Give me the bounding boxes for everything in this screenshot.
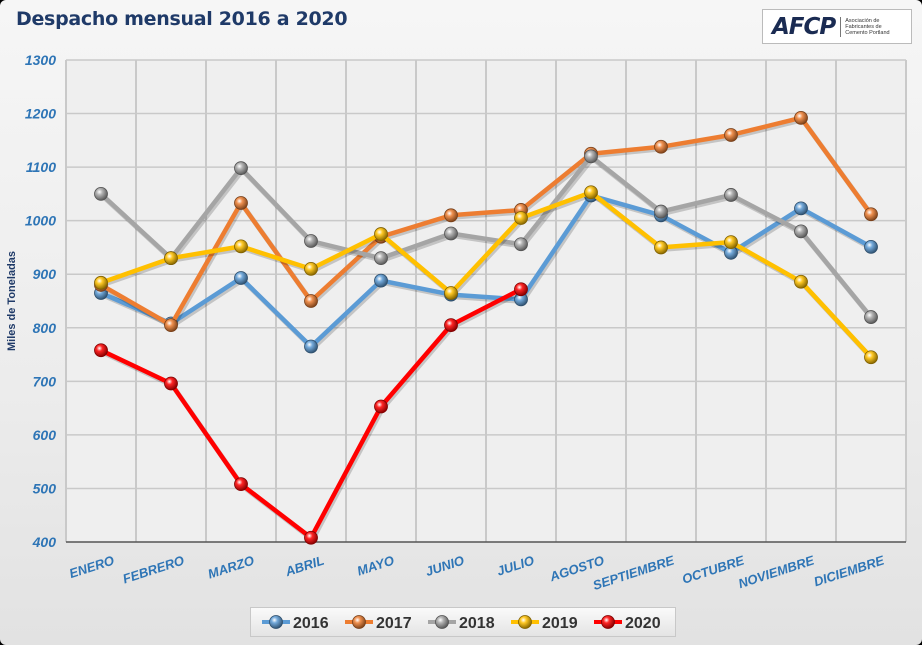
data-point <box>234 239 248 254</box>
legend-label: 2019 <box>542 615 578 632</box>
x-tick-label: MAYO <box>355 553 396 579</box>
data-point <box>304 530 318 545</box>
y-tick-label: 1200 <box>25 106 56 122</box>
data-point <box>724 188 738 202</box>
y-tick-label: 400 <box>32 534 57 550</box>
y-tick-label: 700 <box>33 373 57 389</box>
data-point <box>794 274 808 289</box>
data-point <box>234 477 248 492</box>
series-line <box>100 193 873 349</box>
x-tick-label: SEPTIEMBRE <box>591 552 676 592</box>
data-point <box>94 275 108 290</box>
legend-marker <box>352 615 366 629</box>
data-point <box>584 185 598 200</box>
data-point <box>374 227 388 241</box>
data-point <box>514 282 528 297</box>
series-2020 <box>94 282 528 545</box>
data-point <box>234 161 248 176</box>
y-tick-label: 1300 <box>25 52 56 68</box>
data-point <box>654 240 668 255</box>
y-tick-label: 1000 <box>25 213 56 229</box>
x-tick-label: DICIEMBRE <box>812 552 886 589</box>
x-tick-label: MARZO <box>206 553 256 582</box>
x-tick-label: NOVIEMBRE <box>736 552 816 591</box>
legend-marker <box>269 615 283 629</box>
data-point <box>164 376 178 391</box>
data-point <box>864 240 878 254</box>
logo-text: Asociación de Fabricantes de Cemento Por… <box>845 17 890 36</box>
data-point <box>164 251 178 266</box>
y-tick-label: 900 <box>33 266 57 282</box>
x-tick-label: JULIO <box>495 553 536 579</box>
data-point <box>724 235 738 249</box>
legend-label: 2018 <box>459 615 495 632</box>
data-point <box>94 186 108 201</box>
data-point <box>374 251 388 266</box>
data-point <box>864 207 878 222</box>
data-point <box>724 128 738 142</box>
chart-title: Despacho mensual 2016 a 2020 <box>16 8 348 30</box>
data-point <box>444 318 458 333</box>
data-point <box>444 208 458 223</box>
x-tick-label: JUNIO <box>424 553 466 580</box>
data-point <box>374 399 388 414</box>
data-point <box>514 211 528 225</box>
data-point <box>444 286 458 300</box>
legend-marker <box>518 615 532 629</box>
legend-label: 2020 <box>625 615 661 632</box>
data-point <box>374 273 388 288</box>
legend-marker <box>435 615 449 629</box>
series-2019 <box>94 185 878 365</box>
legend-label: 2017 <box>376 615 412 632</box>
y-tick-label: 600 <box>33 427 57 443</box>
x-tick-label: OCTUBRE <box>680 552 746 586</box>
data-point <box>304 234 318 248</box>
y-axis-label: Miles de Toneladas <box>6 251 18 351</box>
data-point <box>514 237 528 252</box>
data-point <box>94 343 108 358</box>
data-point <box>304 261 318 276</box>
y-tick-label: 800 <box>33 320 57 336</box>
data-point <box>654 204 668 219</box>
data-point <box>794 110 808 125</box>
data-point <box>864 310 878 324</box>
series-line <box>99 115 873 328</box>
data-point <box>304 294 318 308</box>
y-tick-label: 1100 <box>26 159 56 175</box>
data-point <box>164 318 178 333</box>
logo-divider <box>840 16 842 37</box>
legend-marker <box>601 615 615 629</box>
data-point <box>794 224 808 239</box>
y-tick-label: 500 <box>33 480 57 496</box>
data-point <box>794 201 808 216</box>
x-tick-label: ENERO <box>67 553 116 582</box>
afcp-logo: AFCP Asociación de Fabricantes de Cement… <box>762 9 912 44</box>
series-line <box>99 154 873 319</box>
logo-mark: AFCP <box>772 13 836 40</box>
data-point <box>304 339 318 354</box>
x-tick-label: FEBRERO <box>121 553 186 587</box>
data-point <box>584 149 598 164</box>
x-tick-label: ABRIL <box>283 553 326 580</box>
data-point <box>864 350 878 365</box>
data-point <box>654 139 668 154</box>
legend-label: 2016 <box>293 615 329 632</box>
series-2018 <box>94 149 878 324</box>
data-point <box>234 196 248 210</box>
data-point <box>234 271 248 285</box>
data-point <box>444 226 458 241</box>
series-line <box>100 190 873 359</box>
